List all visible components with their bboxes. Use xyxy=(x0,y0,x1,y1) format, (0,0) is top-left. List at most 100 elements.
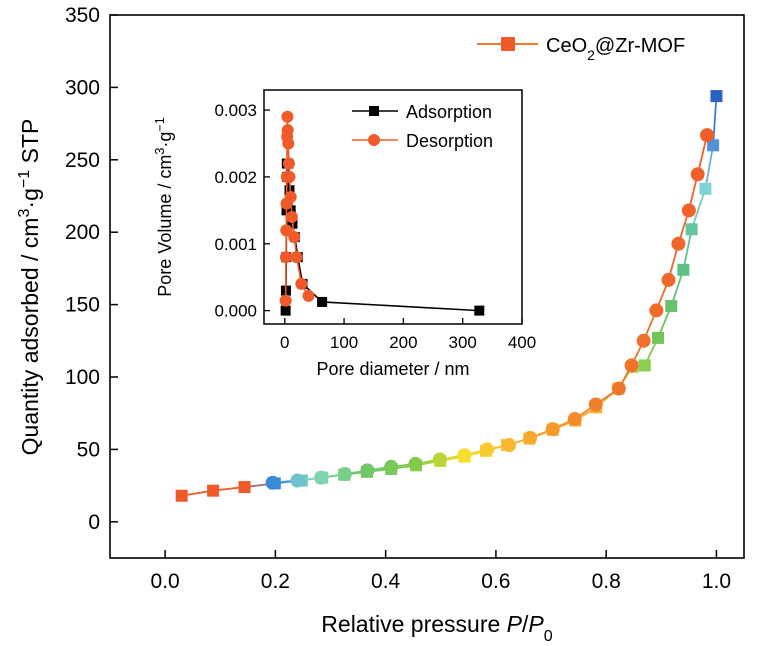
inset-desorption-point xyxy=(279,294,292,307)
adsorption-point xyxy=(175,489,188,502)
main-y-tick-label: 200 xyxy=(65,221,100,244)
inset-x-tick-label: 300 xyxy=(449,333,477,352)
desorption-point xyxy=(384,459,399,474)
desorption-point xyxy=(700,128,715,143)
desorption-branch xyxy=(265,128,715,490)
main-y-tick-label: 350 xyxy=(65,4,100,27)
desorption-point xyxy=(690,167,705,182)
desorption-point xyxy=(681,203,696,218)
adsorption-point xyxy=(207,484,220,497)
desorption-point xyxy=(523,430,538,445)
adsorption-point xyxy=(638,359,651,372)
series-segment xyxy=(712,96,718,146)
main-x-tick-label: 0.2 xyxy=(261,570,290,593)
inset-y-tick-label: 0.001 xyxy=(214,235,257,254)
inset-adsorption-point xyxy=(317,296,328,307)
main-legend: CeO2@Zr-MOF xyxy=(477,35,685,63)
main-y-axis-label: Quantity adsorbed / cm3·g−1 STP xyxy=(15,119,43,456)
main-x-tick-label: 0.8 xyxy=(592,570,621,593)
inset-x-tick-label: 0 xyxy=(280,333,289,352)
inset-x-tick-label: 100 xyxy=(330,333,358,352)
adsorption-point xyxy=(685,223,698,236)
inset-desorption-point xyxy=(282,157,295,170)
main-x-tick-label: 1.0 xyxy=(702,570,731,593)
main-x-axis-label: Relative pressure P/P0 xyxy=(321,611,552,645)
adsorption-point xyxy=(665,300,678,313)
desorption-point xyxy=(457,448,472,463)
series-segment xyxy=(670,269,685,307)
main-x-tick-label: 0.0 xyxy=(151,570,180,593)
main-x-tick-label: 0.6 xyxy=(481,570,510,593)
main-x-tick-label: 0.4 xyxy=(371,570,401,593)
desorption-point xyxy=(661,272,676,287)
main-y-tick-label: 50 xyxy=(77,438,100,461)
adsorption-point xyxy=(677,263,690,276)
inset-desorption-point xyxy=(279,251,292,264)
series-segment xyxy=(690,188,707,230)
desorption-point xyxy=(636,333,651,348)
series-segment xyxy=(704,145,715,189)
inset-axis-ticks: 0 100 200 300 400 0.000 0.001 0.002 0.003 xyxy=(214,101,536,352)
inset-desorption-point xyxy=(281,124,294,137)
inset-y-tick-label: 0.002 xyxy=(214,168,257,187)
adsorption-point xyxy=(651,331,664,344)
desorption-series xyxy=(279,110,315,307)
inset-desorption-point xyxy=(281,110,294,123)
inset-adsorption-point xyxy=(474,305,485,316)
adsorption-point xyxy=(710,90,723,103)
adsorption-point xyxy=(699,182,712,195)
main-y-tick-label: 100 xyxy=(65,366,100,389)
inset-legend-circle xyxy=(368,134,380,146)
adsorption-point xyxy=(707,139,720,152)
inset-x-axis-label: Pore diameter / nm xyxy=(316,359,469,379)
desorption-point xyxy=(649,303,664,318)
desorption-point xyxy=(545,422,560,437)
inset-desorption-point xyxy=(302,289,315,302)
adsorption-point xyxy=(238,481,251,494)
inset-y-tick-label: 0.000 xyxy=(214,302,257,321)
inset-desorption-point xyxy=(290,251,303,264)
inset-x-tick-label: 200 xyxy=(389,333,417,352)
legend-square-marker xyxy=(501,37,515,51)
desorption-point xyxy=(432,452,447,467)
desorption-point xyxy=(611,381,626,396)
main-plot-frame xyxy=(109,14,745,559)
inset-desorption-point xyxy=(280,224,293,237)
main-y-tick-label: 0 xyxy=(88,511,100,534)
inset-desorption-point xyxy=(283,170,296,183)
inset-desorption-point xyxy=(295,277,308,290)
desorption-point xyxy=(588,397,603,412)
inset-desorption-point xyxy=(285,211,298,224)
inset-x-tick-label: 400 xyxy=(508,333,536,352)
desorption-point xyxy=(265,475,280,490)
inset-desorption-point xyxy=(288,231,301,244)
inset-series-group xyxy=(279,110,485,316)
desorption-point xyxy=(290,473,305,488)
desorption-point xyxy=(624,358,639,373)
desorption-point xyxy=(337,467,352,482)
main-axis-ticks: 0.0 0.2 0.4 0.6 0.8 1.0 0 50 100 150 200 250 300 350 xyxy=(65,4,731,593)
main-y-tick-label: 150 xyxy=(65,294,100,317)
legend-label: CeO2@Zr-MOF xyxy=(546,35,685,63)
desorption-point xyxy=(360,463,375,478)
inset-adsorption-point xyxy=(280,305,291,316)
desorption-point xyxy=(314,470,329,485)
main-series-group xyxy=(175,90,723,502)
inset-desorption-point xyxy=(282,137,295,150)
inset-legend-square xyxy=(369,106,379,116)
main-y-tick-label: 250 xyxy=(65,149,100,172)
desorption-point xyxy=(408,456,423,471)
desorption-point xyxy=(502,438,517,453)
desorption-point xyxy=(567,411,582,426)
inset-y-tick-label: 0.003 xyxy=(214,101,257,120)
inset-legend-label: Adsorption xyxy=(406,102,492,122)
inset-legend-label: Desorption xyxy=(406,131,493,151)
series-segment xyxy=(682,229,693,271)
inset-legend: Adsorption Desorption xyxy=(352,102,493,151)
desorption-point xyxy=(671,236,686,251)
main-y-tick-label: 300 xyxy=(65,76,100,99)
desorption-point xyxy=(480,442,495,457)
inset-desorption-point xyxy=(284,190,297,203)
inset-y-axis-label: Pore Volume / cm3·g−1 xyxy=(153,117,175,296)
